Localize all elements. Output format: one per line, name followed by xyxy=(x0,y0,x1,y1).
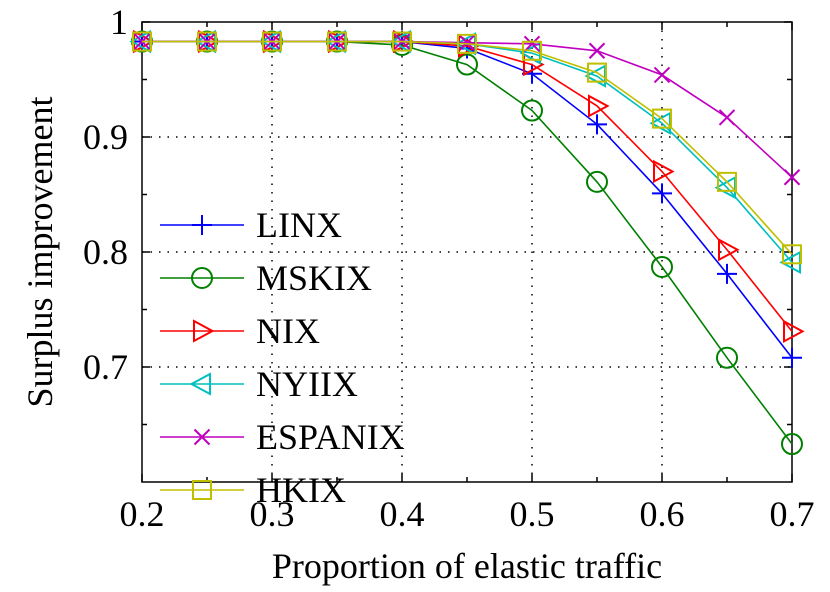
data-point-linx-9 xyxy=(717,263,737,284)
data-point-espanix-8 xyxy=(653,66,671,84)
legend-marker-hkix xyxy=(192,480,212,500)
data-point-hkix-9 xyxy=(717,171,737,192)
legend-item-nyiix: NYIIX xyxy=(160,364,358,404)
legend-marker-nyiix xyxy=(189,372,211,396)
data-point-hkix-7 xyxy=(587,62,607,83)
x-tick-label-3: 0.5 xyxy=(510,494,555,534)
data-point-hkix-3 xyxy=(327,31,347,52)
legend-marker-nix xyxy=(193,319,215,343)
legend-label-nyiix: NYIIX xyxy=(256,364,358,404)
x-tick-label-0: 0.2 xyxy=(120,494,165,534)
series-line-espanix xyxy=(142,40,793,178)
legend-item-mskix: MSKIX xyxy=(160,258,372,298)
x-tick-label-5: 0.7 xyxy=(770,494,815,534)
legend-label-nix: NIX xyxy=(256,311,320,351)
legend-label-mskix: MSKIX xyxy=(256,258,372,298)
y-axis-label: Surplus improvement xyxy=(20,97,60,408)
series-line-nix xyxy=(142,40,793,332)
data-point-nix-7 xyxy=(588,94,610,118)
series-line-hkix xyxy=(142,40,793,255)
legend-item-nix: NIX xyxy=(160,311,320,351)
data-point-nix-10 xyxy=(783,319,805,344)
data-point-linx-8 xyxy=(652,183,672,204)
data-point-mskix-7 xyxy=(586,170,608,193)
series-nyiix xyxy=(129,29,801,275)
data-point-nix-8 xyxy=(653,159,675,184)
y-tick-label-3: 1 xyxy=(110,2,128,42)
y-tick-label-1: 0.8 xyxy=(83,232,128,272)
data-point-espanix-9 xyxy=(718,109,736,126)
data-point-hkix-2 xyxy=(262,31,282,52)
grid xyxy=(142,22,792,482)
series-linx xyxy=(132,31,802,368)
legend-item-hkix: HKIX xyxy=(160,470,346,510)
data-point-hkix-5 xyxy=(457,33,477,54)
data-point-espanix-6 xyxy=(523,35,541,53)
x-tick-label-1: 0.3 xyxy=(250,494,295,534)
axis-ticks: 0.2 0.3 0.4 0.5 0.6 0.7 0.7 0.8 0.9 1 xyxy=(83,2,815,534)
data-point-nix-9 xyxy=(718,238,740,262)
legend-item-espanix: ESPANIX xyxy=(160,417,405,457)
data-point-mskix-8 xyxy=(651,255,673,278)
data-point-hkix-0 xyxy=(132,31,152,52)
legend-marker-mskix xyxy=(191,267,213,289)
data-point-mskix-6 xyxy=(521,99,543,122)
data-point-hkix-1 xyxy=(197,31,217,52)
legend-marker-linx xyxy=(192,215,212,235)
y-tick-label-0: 0.7 xyxy=(83,347,128,387)
series-hkix xyxy=(132,31,802,265)
data-point-hkix-10 xyxy=(782,244,802,265)
legend-label-linx: LINX xyxy=(256,205,342,245)
legend-label-hkix: HKIX xyxy=(256,470,346,510)
data-point-hkix-8 xyxy=(652,108,672,129)
legend: LINX MSKIX NIX NYIIX ESPANIX HKIX xyxy=(160,205,405,510)
data-point-espanix-5 xyxy=(458,34,476,51)
data-point-hkix-4 xyxy=(392,31,412,52)
data-point-mskix-5 xyxy=(456,53,478,76)
x-tick-label-2: 0.4 xyxy=(380,494,425,534)
legend-marker-espanix xyxy=(193,428,211,446)
x-tick-label-4: 0.6 xyxy=(640,494,685,534)
series-line-linx xyxy=(142,40,793,359)
legend-label-espanix: ESPANIX xyxy=(256,417,405,457)
data-point-mskix-9 xyxy=(716,346,738,369)
data-point-mskix-10 xyxy=(781,433,803,456)
x-axis-label: Proportion of elastic traffic xyxy=(272,546,662,586)
data-point-espanix-7 xyxy=(588,42,606,59)
data-point-linx-7 xyxy=(587,114,607,135)
data-point-linx-10 xyxy=(782,347,802,368)
data-point-espanix-10 xyxy=(783,169,801,186)
legend-item-linx: LINX xyxy=(160,205,342,245)
series-nix xyxy=(133,29,805,344)
y-tick-label-2: 0.9 xyxy=(83,117,128,157)
data-point-hkix-6 xyxy=(522,40,542,61)
series-lines xyxy=(129,29,805,456)
